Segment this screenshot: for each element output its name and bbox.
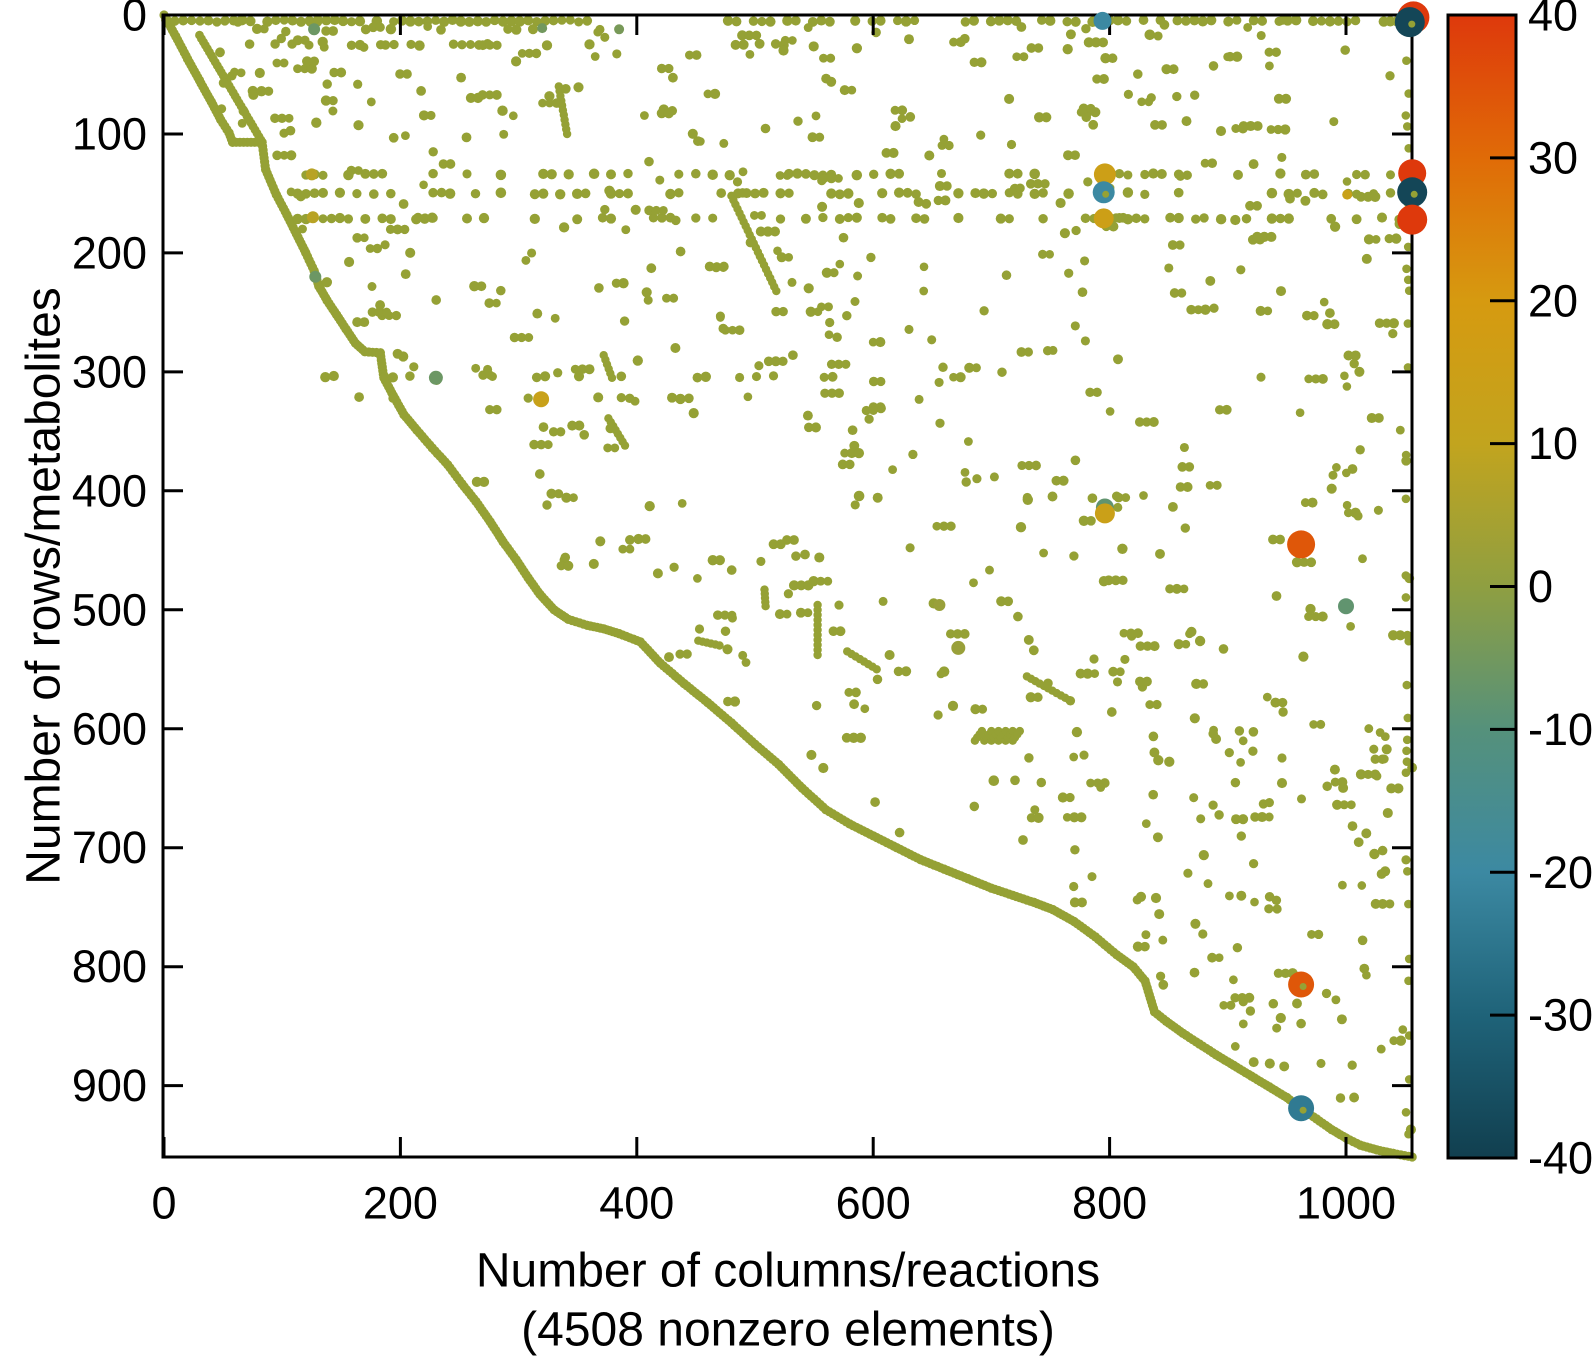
- special-dot: [428, 370, 443, 385]
- y-tick-label: 600: [72, 703, 147, 754]
- y-tick-label: 500: [72, 584, 147, 635]
- y-tick-label: 400: [72, 465, 147, 516]
- axis-tick-labels: 0 200 400 600 800 1000 0 100 200 300 400 500 600 700 8…: [72, 0, 1396, 1229]
- colorbar-tick-label: -30: [1528, 990, 1593, 1041]
- y-tick-label: 900: [72, 1060, 147, 1111]
- y-axis-label: Number of rows/metabolites: [18, 287, 71, 885]
- special-dots-layer: [305, 1, 1430, 1122]
- special-dot: [614, 24, 625, 35]
- special-dot: [1397, 204, 1428, 235]
- special-dot: [537, 23, 548, 34]
- special-dot: [933, 599, 946, 611]
- colorbar-tick-label: 30: [1528, 132, 1578, 183]
- dot-speck: [1299, 1106, 1307, 1114]
- colorbar-tick-label: -40: [1528, 1133, 1593, 1184]
- y-tick-label: 0: [122, 0, 147, 41]
- special-dot: [1338, 598, 1354, 615]
- x-axis-label-line1: Number of columns/reactions: [476, 1245, 1100, 1298]
- special-dot: [308, 23, 321, 36]
- colorbar: 40 30 20 10 0 -10 -20 -30 -40: [1446, 0, 1593, 1184]
- special-dot: [1093, 11, 1112, 30]
- dot-speck: [1102, 190, 1110, 198]
- dot-speck: [1410, 190, 1418, 198]
- colorbar-tick-label: 10: [1528, 418, 1578, 469]
- colorbar-tick-label: -10: [1528, 704, 1593, 755]
- special-dot: [306, 211, 319, 224]
- y-tick-label: 300: [72, 346, 147, 397]
- x-axis-label-line2: (4508 nonzero elements): [521, 1304, 1055, 1357]
- special-dot: [951, 640, 966, 655]
- x-tick-label: 200: [363, 1178, 438, 1229]
- special-dot: [1342, 189, 1353, 200]
- colorbar-tick-labels: 40 30 20 10 0 -10 -20 -30 -40: [1528, 0, 1593, 1184]
- dot-speck: [1408, 20, 1416, 28]
- y-tick-label: 800: [72, 941, 147, 992]
- special-dot: [1287, 530, 1316, 559]
- colorbar-ticks: [1490, 156, 1516, 1017]
- colorbar-tick-label: 0: [1528, 561, 1553, 612]
- x-tick-label: 800: [1072, 1178, 1147, 1229]
- x-tick-label: 0: [151, 1178, 176, 1229]
- colorbar-tick-label: -20: [1528, 847, 1593, 898]
- x-tick-label: 400: [599, 1178, 674, 1229]
- special-dot: [1093, 163, 1116, 186]
- y-tick-label: 200: [72, 227, 147, 278]
- colorbar-tick-label: 40: [1528, 0, 1578, 41]
- scatter-dots-layer: [159, 10, 1418, 1162]
- axes-layer: [161, 13, 1414, 1159]
- special-dot: [1093, 208, 1114, 229]
- colorbar-tick-label: 20: [1528, 275, 1578, 326]
- y-tick-label: 700: [72, 822, 147, 873]
- special-dot: [305, 168, 318, 181]
- x-tick-label: 600: [836, 1178, 911, 1229]
- y-tick-label: 100: [72, 109, 147, 160]
- special-dot: [1094, 503, 1115, 524]
- x-tick-label: 1000: [1296, 1178, 1396, 1229]
- special-dot: [533, 391, 550, 408]
- dot-speck: [1299, 983, 1307, 990]
- special-dot: [309, 270, 322, 283]
